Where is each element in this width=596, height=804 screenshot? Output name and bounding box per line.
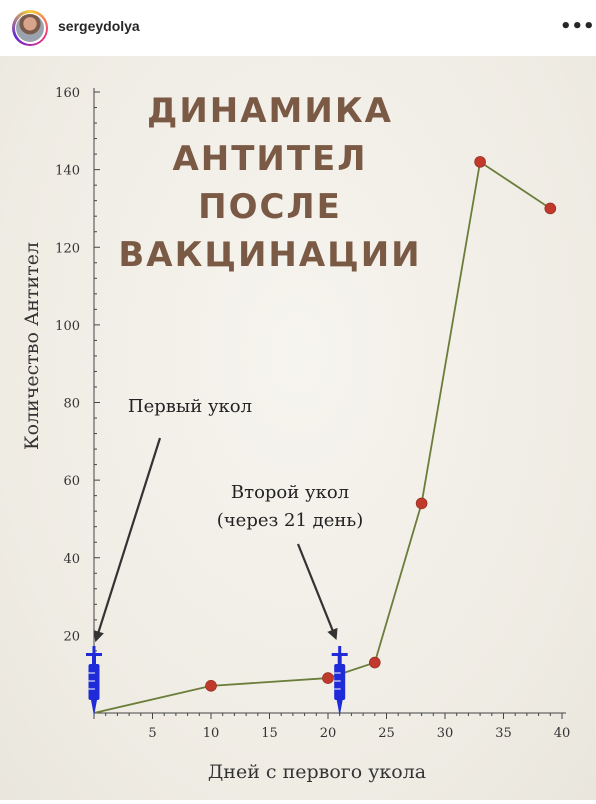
y-tick-label: 80 (63, 397, 80, 412)
y-axis-label: Количество Антител (21, 242, 43, 450)
y-tick-label: 60 (63, 474, 80, 489)
y-tick-label: 100 (55, 319, 80, 334)
x-tick-label: 10 (203, 726, 220, 741)
avatar-image (16, 14, 44, 42)
antibody-chart: 20 40 60 80 100 120 140 160 5 10 15 20 25 30 35 40 Дней … (21, 86, 571, 783)
chart-area: 20 40 60 80 100 120 140 160 5 10 15 20 25 30 35 40 Дней … (0, 56, 596, 800)
chart-title-line: ВАКЦИНАЦИИ (118, 235, 421, 275)
annotation-second-shot: Второй укол (231, 482, 349, 503)
data-point (205, 680, 217, 692)
y-tick-label: 140 (55, 164, 80, 179)
data-point (415, 497, 428, 510)
more-horizontal-icon[interactable]: ••• (560, 16, 595, 37)
data-point (322, 672, 334, 684)
annotation-first-shot: Первый укол (128, 396, 252, 417)
y-tick-label: 160 (55, 86, 80, 101)
y-tick-label: 20 (63, 629, 80, 644)
annotation-second-shot: (через 21 день) (217, 510, 363, 531)
arrow-first-shot (93, 437, 162, 643)
y-tick-label: 120 (55, 241, 80, 256)
avatar[interactable] (12, 10, 48, 46)
x-tick-label: 30 (437, 726, 454, 741)
x-tick-label: 40 (554, 726, 571, 741)
post-header: sergeydolya ••• (0, 0, 596, 57)
x-tick-label: 15 (261, 726, 278, 741)
arrow-second-shot (296, 543, 338, 641)
x-tick-label: 25 (378, 726, 395, 741)
x-tick-label: 5 (148, 726, 156, 741)
x-tick-label: 20 (320, 726, 337, 741)
x-tick-label: 35 (495, 726, 512, 741)
data-point (474, 156, 486, 168)
data-point (544, 202, 557, 215)
chart-title-line: ДИНАМИКА (147, 91, 393, 131)
username[interactable]: sergeydolya (58, 18, 140, 34)
y-tick-label: 40 (63, 552, 80, 567)
syringe-icon (86, 646, 102, 716)
chart-title-line: ПОСЛЕ (198, 187, 342, 227)
syringe-icon (331, 646, 348, 716)
chart-title-line: АНТИТЕЛ (172, 139, 367, 179)
data-point (368, 656, 381, 669)
x-axis-label: Дней с первого укола (208, 761, 426, 783)
avatar-ring (14, 12, 46, 44)
